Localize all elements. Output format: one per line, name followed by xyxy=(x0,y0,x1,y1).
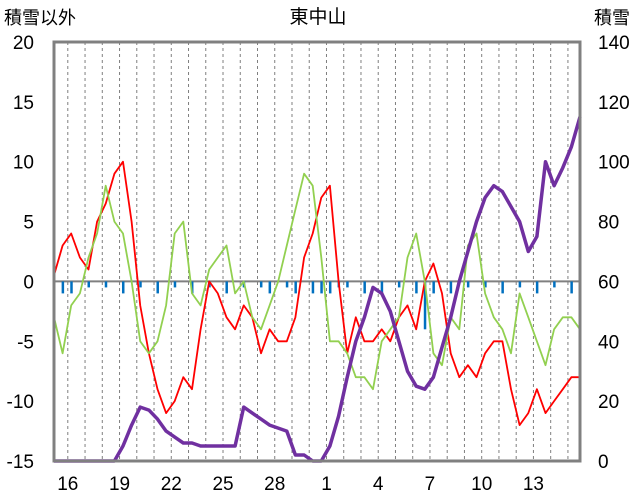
left-tick-label: 10 xyxy=(13,153,34,174)
snowfall-bar xyxy=(484,281,487,288)
snowfall-bar xyxy=(285,281,289,288)
right-tick-label: 0 xyxy=(598,452,609,473)
chart-title: 東中山 xyxy=(289,7,347,28)
grid-lines xyxy=(67,42,569,461)
series-lines xyxy=(53,116,582,463)
x-tick-label: 1 xyxy=(321,474,332,495)
snowfall-bar xyxy=(268,281,272,294)
left-tick-label: 20 xyxy=(13,33,34,54)
snowfall-bar xyxy=(320,281,323,294)
snowfall-bar xyxy=(87,281,90,288)
x-tick-label: 19 xyxy=(109,474,130,495)
left-axis-label: 積雪以外 xyxy=(4,8,76,28)
right-tick-label: 40 xyxy=(598,332,619,353)
right-tick-label: 60 xyxy=(598,272,619,293)
snowfall-bar xyxy=(570,281,573,294)
right-tick-label: 20 xyxy=(598,392,619,413)
blue-bars xyxy=(61,281,573,330)
snowfall-bar xyxy=(380,281,384,294)
x-axis-ticks: 16 19 22 25 28 1 4 7 10 13 xyxy=(57,474,544,495)
snowfall-bar xyxy=(363,281,366,294)
right-tick-label: 140 xyxy=(598,33,630,54)
right-tick-label: 80 xyxy=(598,213,619,234)
snowfall-bar xyxy=(311,281,315,294)
left-axis-ticks: 20 15 10 5 0 -5 -10 -15 xyxy=(7,33,34,473)
snowfall-bar xyxy=(173,281,177,288)
snowfall-bar xyxy=(70,281,73,294)
snowfall-bar xyxy=(415,281,418,294)
right-tick-label: 120 xyxy=(598,93,630,114)
snowfall-bar xyxy=(328,281,332,294)
snowfall-bar xyxy=(121,281,125,294)
x-tick-label: 10 xyxy=(471,474,492,495)
left-tick-label: -5 xyxy=(17,332,34,353)
snowfall-bar xyxy=(535,281,539,294)
snowfall-bar xyxy=(397,281,401,288)
snowfall-bar xyxy=(449,281,453,294)
snowfall-bar xyxy=(139,281,142,288)
snowfall-bar xyxy=(190,281,194,294)
x-tick-label: 13 xyxy=(523,474,544,495)
left-tick-label: -10 xyxy=(7,392,34,413)
snowfall-bar xyxy=(61,281,65,294)
snowfall-bar xyxy=(423,281,427,330)
snowfall-bar xyxy=(432,281,435,294)
x-tick-label: 25 xyxy=(212,474,233,495)
x-tick-label: 28 xyxy=(264,474,285,495)
left-tick-label: 15 xyxy=(13,93,34,114)
right-tick-label: 100 xyxy=(598,153,630,174)
right-axis-label: 積雪 xyxy=(594,8,630,28)
left-tick-label: -15 xyxy=(7,452,34,473)
snowfall-bar xyxy=(104,281,108,288)
x-tick-label: 4 xyxy=(373,474,384,495)
right-axis-ticks: 140 120 100 80 60 40 20 0 xyxy=(598,33,630,473)
snowfall-bar xyxy=(518,281,522,288)
x-tick-label: 22 xyxy=(161,474,182,495)
snowfall-bar xyxy=(466,281,470,288)
snowfall-bar xyxy=(294,281,297,294)
purple-series-line xyxy=(54,116,582,463)
snowfall-bar xyxy=(501,281,504,294)
plot-frame xyxy=(52,40,582,463)
snowfall-bar xyxy=(156,281,159,294)
x-tick-label: 7 xyxy=(425,474,436,495)
snowfall-bar xyxy=(346,281,349,288)
snowfall-bar xyxy=(553,281,556,288)
snowfall-bar xyxy=(225,281,228,294)
x-tick-label: 16 xyxy=(57,474,78,495)
left-tick-label: 5 xyxy=(23,213,34,234)
green-series-line xyxy=(53,172,581,391)
snowfall-bar xyxy=(259,281,263,288)
left-tick-label: 0 xyxy=(23,272,34,293)
